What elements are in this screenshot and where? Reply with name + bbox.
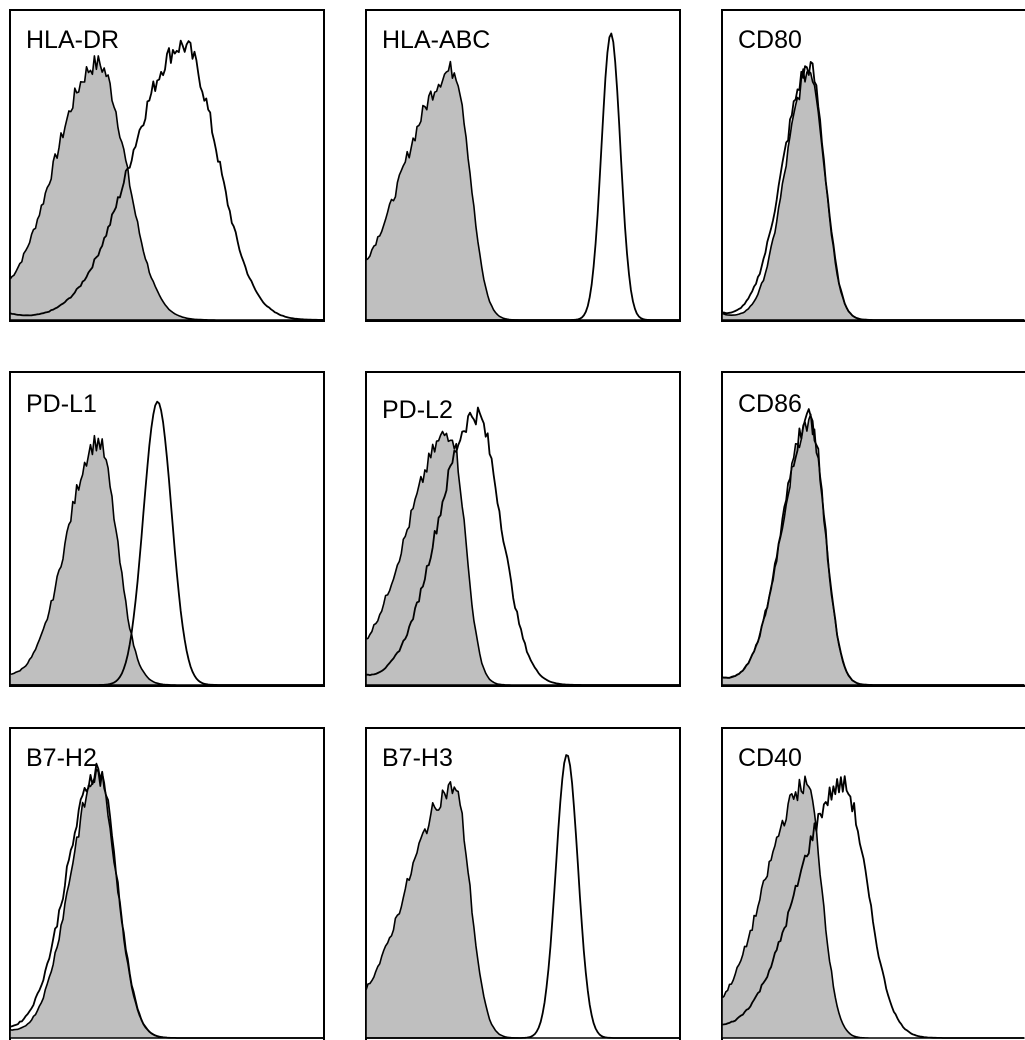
histogram-panel-hla-abc: HLA-ABC	[365, 9, 681, 322]
histogram-panel-cd86: CD86	[721, 371, 1025, 687]
marker-stain-histogram	[366, 754, 680, 1039]
marker-stain-histogram	[9, 39, 324, 321]
marker-stain-histogram	[721, 408, 1024, 686]
histogram-panel-b7-h3: B7-H3	[365, 727, 681, 1040]
plot-area	[365, 406, 681, 686]
panel-label: CD80	[738, 26, 802, 54]
panel-label: PD-L1	[26, 390, 97, 418]
plot-area	[365, 32, 681, 321]
marker-stain-histogram	[365, 406, 680, 686]
histogram-panel-b7-h2: B7-H2	[9, 727, 325, 1040]
histogram-panel-cd40: CD40	[721, 727, 1025, 1040]
panel-label: HLA-DR	[26, 26, 119, 54]
plot-area	[9, 762, 325, 1039]
panel-label: CD40	[738, 744, 802, 772]
marker-stain-histogram	[721, 775, 1024, 1039]
marker-stain-histogram	[722, 61, 1024, 321]
histogram-panel-pd-l2: PD-L2	[365, 371, 681, 687]
plot-area	[721, 408, 1025, 686]
plot-area	[9, 39, 325, 321]
plot-area	[9, 400, 325, 686]
plot-area	[721, 775, 1025, 1039]
plot-area	[365, 754, 681, 1039]
histogram-panel-hla-dr: HLA-DR	[9, 9, 325, 322]
histogram-panel-cd80: CD80	[721, 9, 1025, 322]
panel-label: B7-H3	[382, 744, 453, 772]
marker-stain-histogram	[10, 400, 324, 686]
panel-label: HLA-ABC	[382, 26, 490, 54]
panel-label: CD86	[738, 390, 802, 418]
panel-label: B7-H2	[26, 744, 97, 772]
isotype-control-histogram	[9, 55, 325, 321]
plot-area	[721, 61, 1025, 321]
marker-stain-histogram	[366, 32, 680, 321]
panel-label: PD-L2	[382, 396, 453, 424]
marker-stain-histogram	[9, 762, 324, 1039]
histogram-panel-pd-l1: PD-L1	[9, 371, 325, 687]
